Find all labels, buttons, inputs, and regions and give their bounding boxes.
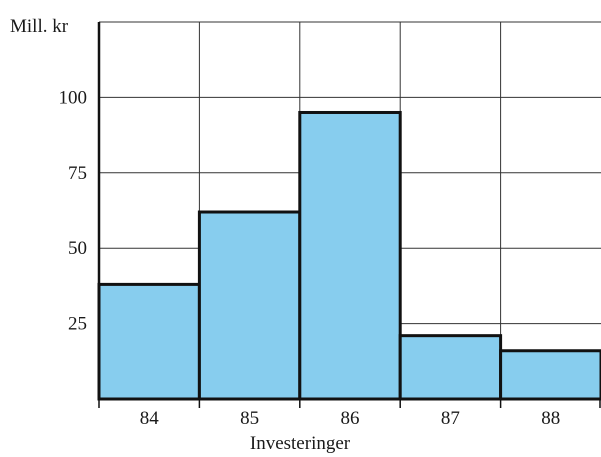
y-tick-label-25: 25 [68,314,87,335]
x-axis-label: Investeringer [250,433,351,454]
x-tick-label-88: 88 [541,408,560,429]
x-tick-label-87: 87 [441,408,460,429]
grid-lines [99,21,601,399]
y-tick-label-100: 100 [59,87,88,108]
x-tick-label-84: 84 [140,408,160,429]
x-tick-labels: 84 85 86 87 88 [140,408,561,429]
x-tick-label-86: 86 [341,408,360,429]
x-tick-label-85: 85 [240,408,259,429]
bar-86 [298,110,402,401]
bar-85 [197,210,302,401]
bar-84 [97,282,201,401]
y-tick-label-50: 50 [68,238,87,259]
bars [97,110,601,401]
y-tick-label-75: 75 [68,163,87,184]
bar-87 [398,334,503,401]
y-axis-label: Mill. kr [10,16,69,37]
axes [97,22,601,408]
bar-88 [499,349,601,401]
y-tick-labels: 25 50 75 100 [59,87,88,334]
